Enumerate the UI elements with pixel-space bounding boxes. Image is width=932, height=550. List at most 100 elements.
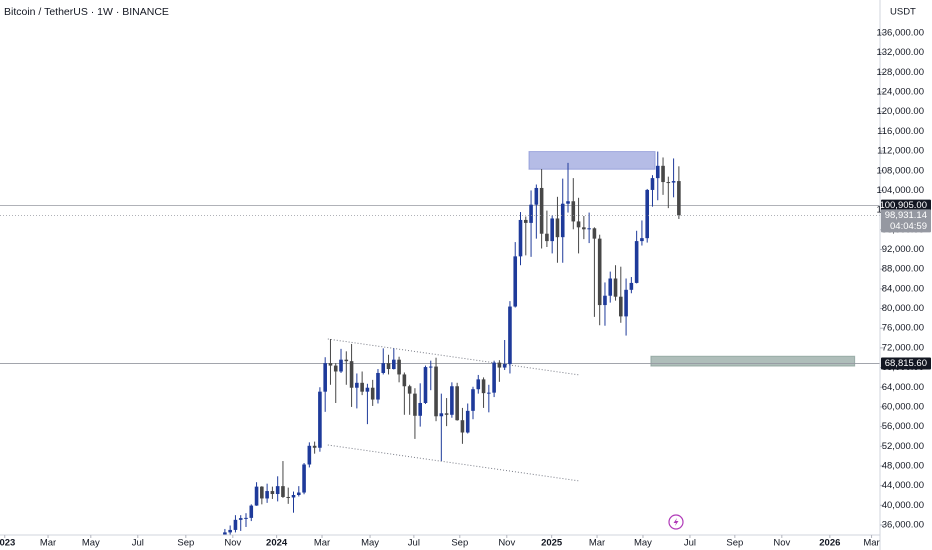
candle-body xyxy=(397,359,401,375)
x-tick-label: May xyxy=(361,538,379,549)
price-label: 100,905.00 xyxy=(879,200,927,211)
y-tick-label: 64,000.00 xyxy=(882,382,924,393)
x-tick-label: May xyxy=(82,538,100,549)
candle-body xyxy=(497,362,502,368)
candle-body xyxy=(328,363,333,366)
candle-body xyxy=(534,187,539,205)
candle-body xyxy=(677,181,681,216)
trendline xyxy=(327,444,580,482)
candle-body xyxy=(608,278,613,296)
candle-body xyxy=(650,178,655,190)
candle-body xyxy=(502,364,507,368)
candle-body xyxy=(270,491,275,495)
candle-body xyxy=(265,491,269,499)
candle-body xyxy=(286,496,291,498)
candle-body xyxy=(597,238,602,306)
y-tick-label: 40,000.00 xyxy=(882,500,924,511)
trendline xyxy=(327,338,580,376)
candle-body xyxy=(444,413,449,415)
candle-body xyxy=(629,282,634,290)
plot-area xyxy=(0,151,880,535)
candle-body xyxy=(228,529,232,533)
x-tick-label: May xyxy=(634,538,652,549)
candle-body xyxy=(323,363,327,392)
candle-body xyxy=(492,362,496,393)
y-tick-label: 124,000.00 xyxy=(876,87,924,98)
candle-body xyxy=(428,366,433,368)
x-tick-label: Nov xyxy=(224,538,241,549)
candle-body xyxy=(592,228,597,239)
x-tick-label: Sep xyxy=(177,538,194,549)
zone xyxy=(528,151,656,170)
y-tick-label: 52,000.00 xyxy=(882,441,924,452)
candle-body xyxy=(587,228,591,230)
candle-body xyxy=(671,181,676,183)
y-tick-label: 88,000.00 xyxy=(882,264,924,275)
x-tick-label: Nov xyxy=(498,538,515,549)
x-tick-label: Sep xyxy=(451,538,468,549)
candle-body xyxy=(260,486,264,499)
x-tick-label: Nov xyxy=(773,538,790,549)
x-tick-label: Mar xyxy=(314,538,330,549)
candle-body xyxy=(275,486,280,495)
countdown-label: 04:04:59 xyxy=(890,221,927,232)
candle-body xyxy=(355,382,359,388)
candle-body xyxy=(465,410,470,433)
candle-body xyxy=(249,505,254,518)
candle-body xyxy=(634,241,639,283)
candle-body xyxy=(439,413,444,417)
candle-body xyxy=(666,182,671,184)
candle-body xyxy=(566,201,570,204)
candle-body xyxy=(661,165,665,183)
candle-body xyxy=(223,532,227,535)
candle-body xyxy=(487,392,491,394)
y-tick-label: 92,000.00 xyxy=(882,244,924,255)
candle-body xyxy=(333,365,338,372)
candle-body xyxy=(471,389,475,411)
candle-body xyxy=(407,386,412,394)
lightning-icon xyxy=(668,514,684,530)
candle-body xyxy=(423,367,428,403)
candle-body xyxy=(518,219,523,257)
candle-body xyxy=(645,189,649,239)
candle-body xyxy=(402,374,407,387)
x-tick-label: Mar xyxy=(40,538,56,549)
y-tick-label: 116,000.00 xyxy=(877,126,924,137)
candle-body xyxy=(513,256,518,307)
candle-body xyxy=(233,519,238,530)
candle-body xyxy=(296,492,301,495)
zone xyxy=(650,355,856,367)
candle-body xyxy=(655,165,660,179)
candle-body xyxy=(539,187,544,234)
candle-body xyxy=(545,233,549,242)
y-tick-label: 56,000.00 xyxy=(882,421,924,432)
y-tick-label: 76,000.00 xyxy=(882,323,924,334)
candle-body xyxy=(349,361,354,388)
y-tick-label: 60,000.00 xyxy=(882,401,924,412)
axes: 36,000.00 40,000.00 44,000.00 48,000.00 52,0… xyxy=(0,27,931,549)
candle-body xyxy=(560,203,565,238)
candle-body xyxy=(386,363,391,370)
price-label-box xyxy=(881,357,931,370)
x-tick-label: 2025 xyxy=(541,538,563,549)
candle-body xyxy=(312,445,317,448)
x-tick-label: 2026 xyxy=(819,538,840,549)
candle-body xyxy=(360,382,364,392)
y-tick-label: 104,000.00 xyxy=(876,185,924,196)
candle-body xyxy=(291,494,296,498)
candle-body xyxy=(571,201,576,222)
candle-body xyxy=(582,227,586,230)
candle-body xyxy=(624,289,628,317)
candle-body xyxy=(619,296,623,317)
y-tick-label: 36,000.00 xyxy=(882,520,924,531)
candle-body xyxy=(307,445,312,465)
candle-body xyxy=(476,379,481,390)
y-tick-label: 108,000.00 xyxy=(876,165,924,176)
x-tick-label: Jul xyxy=(408,538,420,549)
x-tick-label: 2023 xyxy=(0,538,15,549)
y-tick-label: 128,000.00 xyxy=(876,67,924,78)
y-tick-label: 112,000.00 xyxy=(877,146,924,157)
candle-body xyxy=(392,359,396,370)
y-tick-label: 136,000.00 xyxy=(876,27,924,38)
y-tick-label: 84,000.00 xyxy=(882,283,924,294)
